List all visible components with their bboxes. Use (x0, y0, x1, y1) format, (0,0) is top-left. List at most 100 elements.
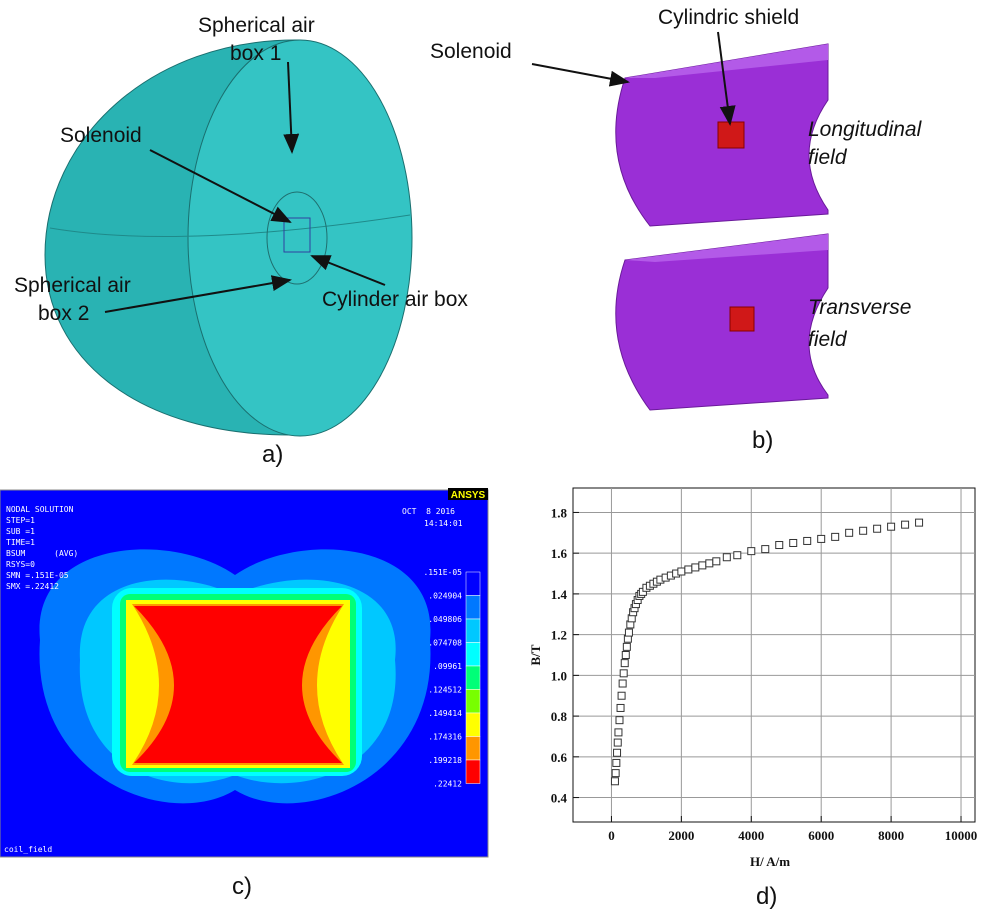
info-line: BSUM (AVG) (6, 549, 78, 558)
point (617, 704, 624, 711)
panel-c: ANSYS OCT 8 2016 14:14:01 coil_field c) … (0, 488, 488, 900)
logo: ANSYS (451, 490, 486, 501)
point (612, 770, 619, 777)
label: Cylinder air box (322, 288, 468, 311)
label: Cylindric shield (658, 6, 799, 29)
legend-swatch (466, 690, 480, 714)
legend-label: .149414 (428, 709, 462, 718)
y-tick-label: 1.4 (551, 587, 568, 602)
y-tick-label: 1.8 (551, 505, 568, 520)
info-line: SMX =.22412 (6, 582, 59, 591)
info-line: TIME=1 (6, 538, 35, 547)
point (762, 546, 769, 553)
figure: Spherical air box 1 Solenoid Spherical a… (0, 0, 1005, 914)
legend-label: .22412 (433, 780, 462, 789)
info-line: SMN =.151E-05 (6, 571, 69, 580)
date: OCT 8 2016 (402, 507, 455, 516)
x-tick-label: 10000 (945, 828, 978, 843)
caption: d) (756, 883, 777, 910)
point (613, 759, 620, 766)
x-axis-label: H/ A/m (750, 854, 790, 869)
point (818, 535, 825, 542)
point (623, 643, 630, 650)
legend-swatch (466, 572, 480, 596)
point (622, 652, 629, 659)
legend-label: .124512 (428, 686, 462, 695)
point (620, 670, 627, 677)
label: Spherical air (14, 274, 131, 297)
y-tick-label: 0.6 (551, 750, 568, 765)
point (776, 542, 783, 549)
point (678, 568, 685, 575)
plot-frame (573, 488, 975, 822)
point (916, 519, 923, 526)
point (614, 749, 621, 756)
info-line: NODAL SOLUTION (6, 505, 74, 514)
point (621, 660, 628, 667)
legend-swatch (466, 596, 480, 620)
x-tick-label: 4000 (738, 828, 764, 843)
point (625, 629, 632, 636)
point (860, 527, 867, 534)
y-tick-label: 1.2 (551, 628, 567, 643)
legend-label: .151E-05 (423, 568, 462, 577)
caption: a) (262, 441, 283, 468)
legend-swatch (466, 643, 480, 667)
point (832, 533, 839, 540)
point (618, 692, 625, 699)
front-face (188, 40, 412, 436)
label: Longitudinal (808, 118, 923, 141)
legend-label: .199218 (428, 756, 462, 765)
label: Spherical air (198, 14, 315, 37)
legend-label: .09961 (433, 662, 462, 671)
point (902, 521, 909, 528)
point (790, 539, 797, 546)
legend-swatch (466, 619, 480, 643)
point (723, 554, 730, 561)
legend-swatch (466, 713, 480, 737)
arrow (532, 64, 628, 82)
y-tick-label: 0.4 (551, 791, 568, 806)
point (846, 529, 853, 536)
legend-label: .049806 (428, 615, 462, 624)
legend-label: .024904 (428, 592, 462, 601)
info-line: RSYS=0 (6, 560, 35, 569)
y-axis-label: B/T (528, 644, 543, 665)
label: Solenoid (60, 124, 142, 147)
label: field (808, 328, 848, 351)
legend-swatch (466, 760, 480, 784)
point (619, 680, 626, 687)
point (734, 552, 741, 559)
panel-b: Solenoid Cylindric shield Longitudinal f… (430, 6, 923, 454)
info-line: SUB =1 (6, 527, 35, 536)
info-line: STEP=1 (6, 516, 35, 525)
legend-label: .074708 (428, 639, 462, 648)
point (685, 566, 692, 573)
x-tick-label: 8000 (878, 828, 904, 843)
x-tick-label: 6000 (808, 828, 834, 843)
y-tick-label: 1.6 (551, 546, 568, 561)
label: box 2 (38, 302, 89, 325)
point (748, 548, 755, 555)
caption: b) (752, 427, 773, 454)
y-tick-label: 0.8 (551, 709, 568, 724)
point (692, 564, 699, 571)
label: Transverse (808, 296, 911, 319)
shield (730, 307, 754, 331)
legend-label: .174316 (428, 733, 462, 742)
point (713, 558, 720, 565)
legend-swatch (466, 666, 480, 690)
point (611, 778, 618, 785)
footer: coil_field (4, 845, 52, 854)
label: field (808, 146, 848, 169)
point (706, 560, 713, 567)
x-tick-label: 2000 (668, 828, 694, 843)
y-tick-label: 1.0 (551, 668, 567, 683)
label: box 1 (230, 42, 281, 65)
shield (718, 122, 744, 148)
point (615, 729, 622, 736)
point (874, 525, 881, 532)
point (699, 562, 706, 569)
page: Spherical air box 1 Solenoid Spherical a… (0, 0, 1005, 914)
